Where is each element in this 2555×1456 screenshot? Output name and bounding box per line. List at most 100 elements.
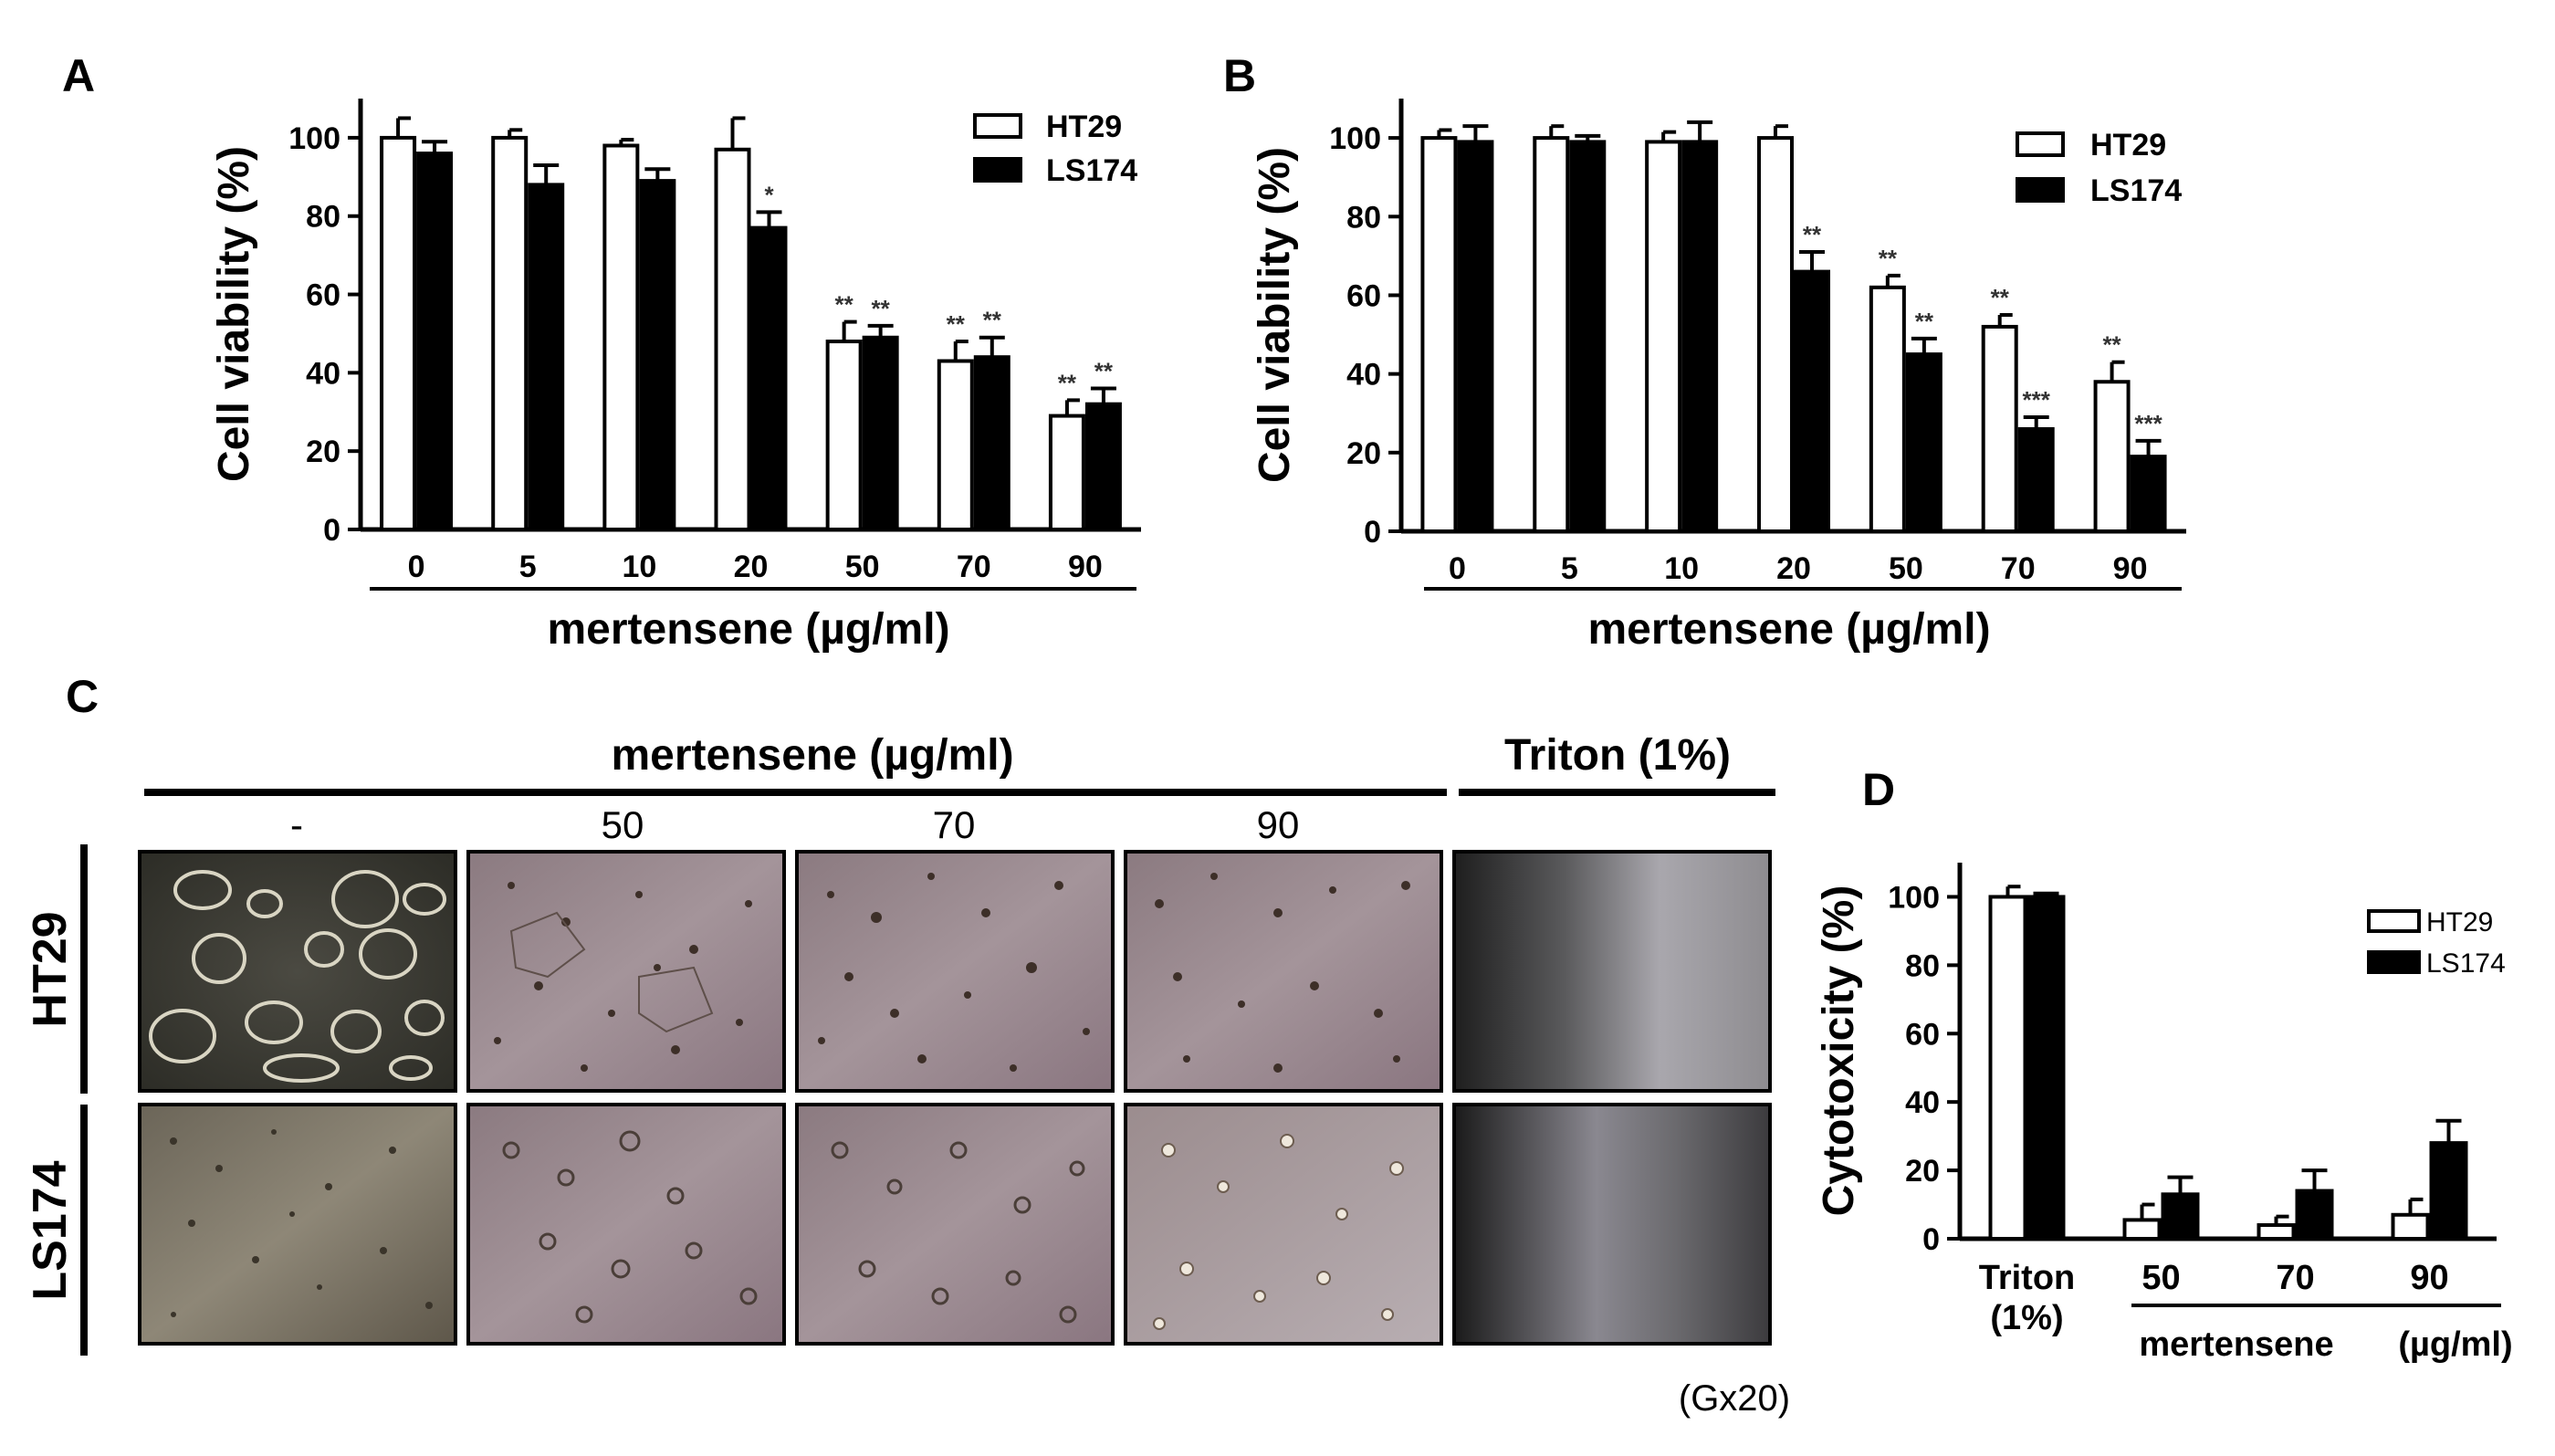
micrograph-ls174-90 (1124, 1103, 1443, 1346)
bar-ht29 (714, 147, 751, 531)
significance-marker: ** (835, 291, 854, 319)
significance-marker: ** (1058, 369, 1077, 396)
x-axis-label-left: mertensene (2139, 1325, 2333, 1364)
x-tick-label: 70 (957, 550, 991, 584)
bar-ls174 (639, 179, 676, 531)
y-tick-label: 0 (1364, 515, 1381, 550)
legend-swatch-ht29 (973, 113, 1022, 139)
bar-ls174 (1569, 140, 1607, 533)
legend-swatch-ls174 (973, 157, 1022, 183)
micrograph-ls174-70 (795, 1103, 1115, 1346)
legend-swatch-ht29 (2016, 131, 2065, 157)
legend-label-ls174: LS174 (2090, 173, 2182, 208)
bar-ht29 (1869, 285, 1906, 533)
y-tick-label: 20 (1905, 1154, 1940, 1189)
legend-swatch-ls174 (2367, 950, 2421, 974)
bar-ht29 (1533, 136, 1570, 533)
bar-ls174 (2295, 1189, 2334, 1241)
significance-marker: ** (947, 310, 966, 338)
bar-ls174 (862, 335, 899, 531)
micrograph-ls174-50 (466, 1103, 786, 1346)
legend-label-ls174: LS174 (2426, 948, 2506, 979)
bar-ht29 (1981, 324, 2018, 533)
bar-ls174 (750, 225, 788, 531)
legend-swatch-ls174 (2016, 177, 2065, 203)
x-tick-label: 70 (2276, 1259, 2314, 1297)
legend-label-ht29: HT29 (1046, 110, 1122, 144)
x-tick-label: (1%) (1990, 1299, 2063, 1337)
micrograph-ht29-50 (466, 850, 786, 1093)
y-tick-label: 40 (306, 356, 340, 391)
x-tick-label: Triton (1979, 1259, 2076, 1297)
panel-label-b: B (1223, 50, 1256, 101)
significance-marker: ** (1803, 221, 1822, 248)
bar-ls174 (973, 355, 1010, 532)
bar-ht29 (1420, 136, 1458, 533)
x-tick-label: 50 (1889, 551, 1923, 586)
triton-header: Triton (1%) (1504, 731, 1731, 780)
y-tick-label: 60 (1346, 278, 1381, 313)
y-tick-label: 60 (1905, 1017, 1940, 1052)
y-tick-label: 40 (1905, 1085, 1940, 1120)
row-label-ls174: LS174 (24, 1160, 77, 1300)
y-tick-label: 0 (1922, 1222, 1940, 1257)
row-label-ht29: HT29 (24, 911, 77, 1027)
chart-b: 0 20 40 60 80 100 Cell viability (%) 0 5 10 ** 20 **… (1251, 99, 2186, 654)
bar-ht29 (2391, 1212, 2430, 1241)
bar-ht29 (491, 135, 529, 531)
x-tick-label: 0 (408, 550, 425, 584)
y-tick-label: 80 (1346, 200, 1381, 235)
significance-marker: * (764, 181, 774, 208)
x-tick-label: 10 (622, 550, 656, 584)
bar-ht29 (2122, 1218, 2162, 1241)
y-tick-label: 40 (1346, 358, 1381, 393)
bar-ls174 (2130, 455, 2167, 533)
significance-marker: ** (983, 307, 1002, 334)
x-tick-label: 20 (734, 550, 769, 584)
bar-ls174 (2017, 426, 2055, 533)
micrograph-ht29-70 (795, 850, 1115, 1093)
bar-ht29 (937, 359, 974, 531)
y-tick-label: 20 (1346, 436, 1381, 471)
x-tick-label: 0 (1449, 551, 1466, 586)
significance-marker: ** (1991, 284, 2010, 311)
magnification-label: (Gx20) (1679, 1378, 1790, 1419)
y-tick-label: 60 (306, 278, 340, 313)
column-label-50: 50 (602, 803, 644, 846)
bar-ls174 (1905, 352, 1942, 533)
bar-ht29 (825, 340, 863, 532)
y-axis-label: Cell viability (%) (210, 146, 258, 482)
bar-ls174 (1794, 269, 1830, 533)
bar-ls174 (416, 152, 454, 531)
column-label-90: 90 (1257, 803, 1300, 846)
chart-d: 0 20 40 60 80 100 Cytotoxicity (%) Triton(1%) 50… (1815, 863, 2513, 1364)
bar-ls174 (2429, 1141, 2468, 1241)
micrograph-ht29-90 (1124, 850, 1443, 1093)
bar-ls174 (1681, 140, 1719, 533)
bar-ls174 (2161, 1192, 2200, 1241)
micrograph-ht29-triton (1452, 850, 1772, 1093)
significance-marker: *** (2023, 386, 2051, 414)
significance-marker: *** (2134, 410, 2162, 437)
y-axis-label: Cytotoxicity (%) (1815, 885, 1863, 1217)
y-tick-label: 100 (1329, 121, 1381, 156)
x-axis-label: mertensene (µg/ml) (547, 605, 949, 654)
bar-ls174 (1457, 140, 1494, 533)
bar-ls174 (528, 183, 565, 531)
y-tick-label: 20 (306, 435, 340, 469)
micrograph-ls174-triton (1452, 1103, 1772, 1346)
panel-label-c: C (66, 671, 99, 722)
panel-label-d: D (1862, 764, 1895, 815)
y-tick-label: 80 (306, 200, 340, 235)
x-tick-label: 20 (1776, 551, 1811, 586)
x-axis-label-right: (µg/ml) (2398, 1325, 2512, 1364)
bar-ht29 (1988, 895, 2027, 1241)
chart-a: 0 20 40 60 80 100 Cell viability (%) 0 5 10 * 20 ** *… (210, 99, 1141, 654)
legend-label-ht29: HT29 (2426, 907, 2493, 937)
significance-marker: ** (1094, 358, 1114, 385)
y-tick-label: 0 (323, 513, 340, 548)
micrograph-ht29-control (138, 850, 457, 1093)
significance-marker: ** (2102, 331, 2121, 359)
x-tick-label: 70 (2001, 551, 2036, 586)
